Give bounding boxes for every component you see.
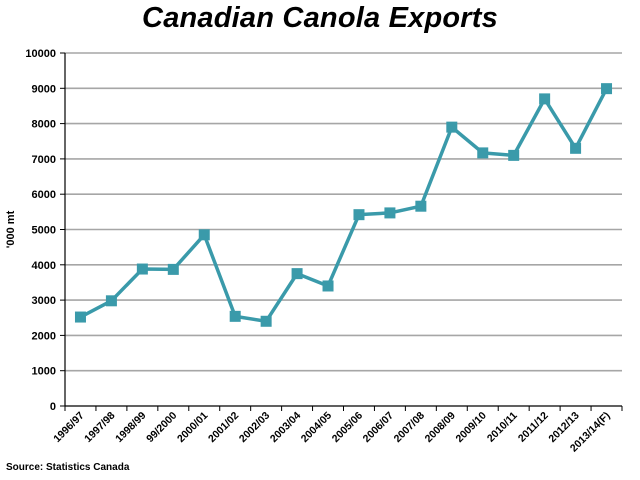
y-tick-label: 5000	[32, 225, 56, 237]
x-tick-label: 2003/04	[268, 410, 303, 445]
x-tick-label: 1998/99	[113, 410, 148, 445]
data-point-marker	[167, 263, 179, 275]
data-point-marker	[105, 295, 117, 307]
x-tick-label: 2010/11	[485, 410, 520, 445]
y-tick-label: 8000	[32, 119, 56, 131]
x-tick-label: 2002/03	[237, 410, 272, 445]
x-tick-label: 2009/10	[454, 410, 489, 445]
data-point-marker	[601, 83, 613, 95]
data-point-marker	[198, 229, 210, 241]
y-tick-label: 7000	[32, 154, 56, 166]
data-point-marker	[446, 121, 458, 133]
data-point-marker	[260, 315, 272, 327]
y-tick-label: 4000	[32, 260, 56, 272]
data-point-marker	[74, 311, 86, 323]
x-tick-label: 1996/97	[51, 410, 86, 445]
data-point-marker	[539, 93, 551, 105]
x-tick-label: 2005/06	[330, 410, 365, 445]
data-point-marker	[508, 149, 520, 161]
y-tick-label: 9000	[32, 83, 56, 95]
data-point-marker	[384, 207, 396, 219]
x-tick-label: 99/2000	[144, 410, 179, 445]
data-point-marker	[570, 142, 582, 154]
x-tick-label: 2008/09	[423, 410, 458, 445]
data-point-marker	[229, 310, 241, 322]
data-point-marker	[136, 263, 148, 275]
source-note: Source: Statistics Canada	[6, 462, 130, 473]
x-tick-label: 1997/98	[82, 410, 117, 445]
y-tick-label: 2000	[32, 330, 56, 342]
data-point-marker	[477, 147, 489, 159]
y-tick-label: 3000	[32, 295, 56, 307]
y-tick-label: 1000	[32, 366, 56, 378]
y-axis-label: '000 mt	[5, 210, 17, 248]
x-tick-label: 2000/01	[175, 410, 210, 445]
data-point-marker	[415, 200, 427, 212]
x-tick-label: 2004/05	[299, 410, 334, 445]
chart-title: Canadian Canola Exports	[142, 2, 498, 34]
x-tick-label: 2006/07	[361, 410, 396, 445]
y-tick-label: 6000	[32, 189, 56, 201]
data-point-marker	[291, 268, 303, 280]
y-tick-label: 0	[50, 401, 56, 413]
x-tick-label: 2007/08	[392, 410, 427, 445]
y-tick-label: 10000	[25, 48, 56, 60]
data-point-marker	[353, 209, 365, 221]
data-point-marker	[322, 280, 334, 292]
x-tick-label: 2011/12	[516, 410, 551, 445]
x-tick-label: 2001/02	[206, 410, 241, 445]
